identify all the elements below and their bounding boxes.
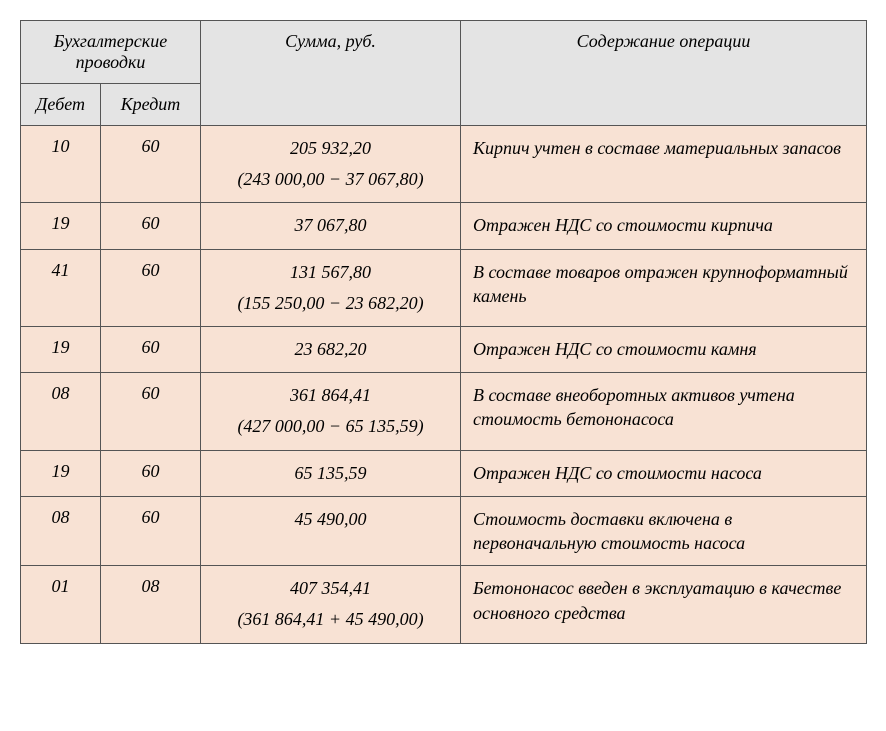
cell-credit: 60 bbox=[101, 249, 201, 326]
cell-desc: Бетононасос введен в эксплуатацию в каче… bbox=[461, 566, 867, 643]
table-header-row-1: Бухгалтерские проводки Сумма, руб. Содер… bbox=[21, 21, 867, 84]
accounting-entries-table: Бухгалтерские проводки Сумма, руб. Содер… bbox=[20, 20, 867, 644]
cell-debit: 08 bbox=[21, 373, 101, 450]
table-row: 10 60 205 932,20 (243 000,00 − 37 067,80… bbox=[21, 126, 867, 203]
cell-credit: 60 bbox=[101, 203, 201, 249]
cell-sum: 23 682,20 bbox=[201, 326, 461, 372]
header-credit: Кредит bbox=[101, 84, 201, 126]
cell-credit: 60 bbox=[101, 326, 201, 372]
sum-value: 131 567,80 bbox=[213, 260, 448, 285]
cell-debit: 19 bbox=[21, 203, 101, 249]
table-row: 01 08 407 354,41 (361 864,41 + 45 490,00… bbox=[21, 566, 867, 643]
cell-desc: В составе внеоборотных активов учтена ст… bbox=[461, 373, 867, 450]
header-desc: Содержание операции bbox=[461, 21, 867, 126]
sum-value: 65 135,59 bbox=[213, 461, 448, 486]
sum-calc: (427 000,00 − 65 135,59) bbox=[213, 414, 448, 439]
table-row: 41 60 131 567,80 (155 250,00 − 23 682,20… bbox=[21, 249, 867, 326]
sum-calc: (361 864,41 + 45 490,00) bbox=[213, 607, 448, 632]
cell-credit: 60 bbox=[101, 373, 201, 450]
sum-value: 37 067,80 bbox=[213, 213, 448, 238]
cell-sum: 45 490,00 bbox=[201, 496, 461, 566]
cell-sum: 407 354,41 (361 864,41 + 45 490,00) bbox=[201, 566, 461, 643]
cell-credit: 60 bbox=[101, 496, 201, 566]
sum-calc: (243 000,00 − 37 067,80) bbox=[213, 167, 448, 192]
table-row: 19 60 23 682,20 Отражен НДС со стоимости… bbox=[21, 326, 867, 372]
cell-desc: Стоимость доставки включена в первоначал… bbox=[461, 496, 867, 566]
sum-value: 23 682,20 bbox=[213, 337, 448, 362]
cell-desc: Отражен НДС со стоимости камня bbox=[461, 326, 867, 372]
cell-desc: Отражен НДС со стоимости кирпича bbox=[461, 203, 867, 249]
cell-debit: 19 bbox=[21, 326, 101, 372]
cell-sum: 205 932,20 (243 000,00 − 37 067,80) bbox=[201, 126, 461, 203]
header-entries: Бухгалтерские проводки bbox=[21, 21, 201, 84]
cell-desc: В составе товаров отражен крупноформатны… bbox=[461, 249, 867, 326]
cell-sum: 361 864,41 (427 000,00 − 65 135,59) bbox=[201, 373, 461, 450]
sum-value: 205 932,20 bbox=[213, 136, 448, 161]
cell-sum: 65 135,59 bbox=[201, 450, 461, 496]
header-debit: Дебет bbox=[21, 84, 101, 126]
table-row: 08 60 361 864,41 (427 000,00 − 65 135,59… bbox=[21, 373, 867, 450]
cell-desc: Кирпич учтен в составе материальных запа… bbox=[461, 126, 867, 203]
header-sum: Сумма, руб. bbox=[201, 21, 461, 126]
cell-credit: 08 bbox=[101, 566, 201, 643]
cell-credit: 60 bbox=[101, 450, 201, 496]
cell-debit: 10 bbox=[21, 126, 101, 203]
sum-value: 45 490,00 bbox=[213, 507, 448, 532]
cell-debit: 41 bbox=[21, 249, 101, 326]
sum-calc: (155 250,00 − 23 682,20) bbox=[213, 291, 448, 316]
table-row: 19 60 65 135,59 Отражен НДС со стоимости… bbox=[21, 450, 867, 496]
cell-debit: 08 bbox=[21, 496, 101, 566]
cell-desc: Отражен НДС со стоимости насоса bbox=[461, 450, 867, 496]
cell-credit: 60 bbox=[101, 126, 201, 203]
cell-debit: 01 bbox=[21, 566, 101, 643]
table-row: 08 60 45 490,00 Стоимость доставки включ… bbox=[21, 496, 867, 566]
table-row: 19 60 37 067,80 Отражен НДС со стоимости… bbox=[21, 203, 867, 249]
sum-value: 361 864,41 bbox=[213, 383, 448, 408]
cell-sum: 37 067,80 bbox=[201, 203, 461, 249]
sum-value: 407 354,41 bbox=[213, 576, 448, 601]
cell-debit: 19 bbox=[21, 450, 101, 496]
cell-sum: 131 567,80 (155 250,00 − 23 682,20) bbox=[201, 249, 461, 326]
